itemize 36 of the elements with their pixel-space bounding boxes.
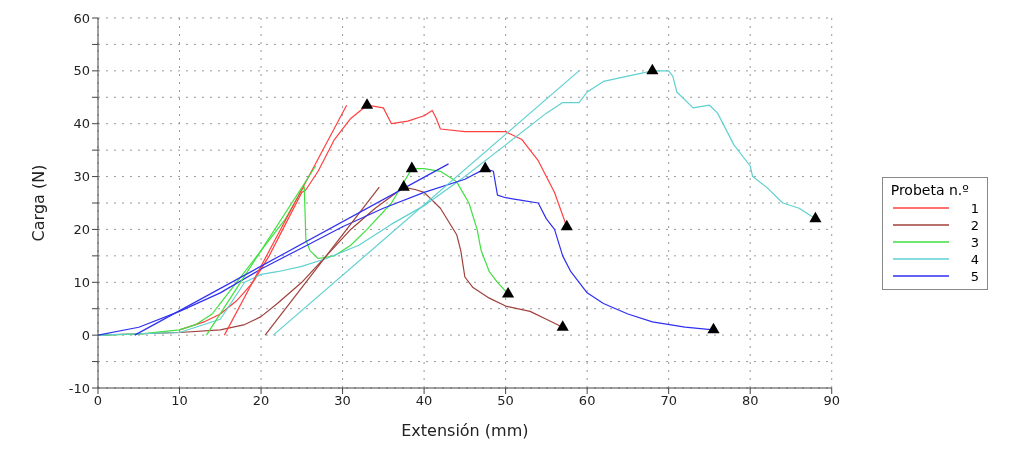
point (479, 161, 492, 173)
y-axis-title: Carga (N) (28, 164, 48, 242)
x-tick-label: 50 (497, 393, 514, 409)
y-tick-label: -10 (68, 380, 90, 396)
legend-label: 3 (970, 234, 979, 250)
x-tick-label: 30 (334, 393, 351, 409)
x-tick-label: 20 (252, 393, 270, 409)
y-tick-label: 30 (73, 169, 90, 185)
legend-label: 4 (970, 251, 979, 267)
legend-title: Probeta n.º (890, 181, 970, 198)
x-tick-label: 10 (171, 393, 188, 409)
point (560, 219, 573, 231)
point (360, 98, 374, 109)
point (646, 63, 659, 75)
x-tick-label: 60 (578, 393, 596, 409)
y-tick-label: 60 (73, 10, 90, 26)
legend-label: 5 (970, 268, 979, 284)
y-tick-label: 0 (81, 327, 90, 343)
point (707, 322, 720, 334)
x-tick-label: 40 (415, 393, 433, 409)
point (809, 211, 822, 223)
legend-label: 2 (970, 217, 979, 233)
y-tick-label: 20 (73, 222, 90, 238)
point (405, 161, 418, 173)
point (556, 320, 569, 331)
x-tick-label: 80 (741, 393, 759, 409)
x-tick-label: 90 (823, 393, 840, 409)
point (397, 180, 410, 191)
x-tick-label: 0 (93, 393, 103, 409)
y-tick-label: 50 (73, 63, 90, 79)
x-axis-title: Extensión (mm) (401, 421, 529, 440)
point (501, 286, 515, 298)
y-tick-label: 40 (73, 116, 90, 132)
legend-label: 1 (970, 200, 979, 216)
y-tick-label: 10 (73, 274, 90, 290)
x-tick-label: 70 (660, 393, 677, 409)
